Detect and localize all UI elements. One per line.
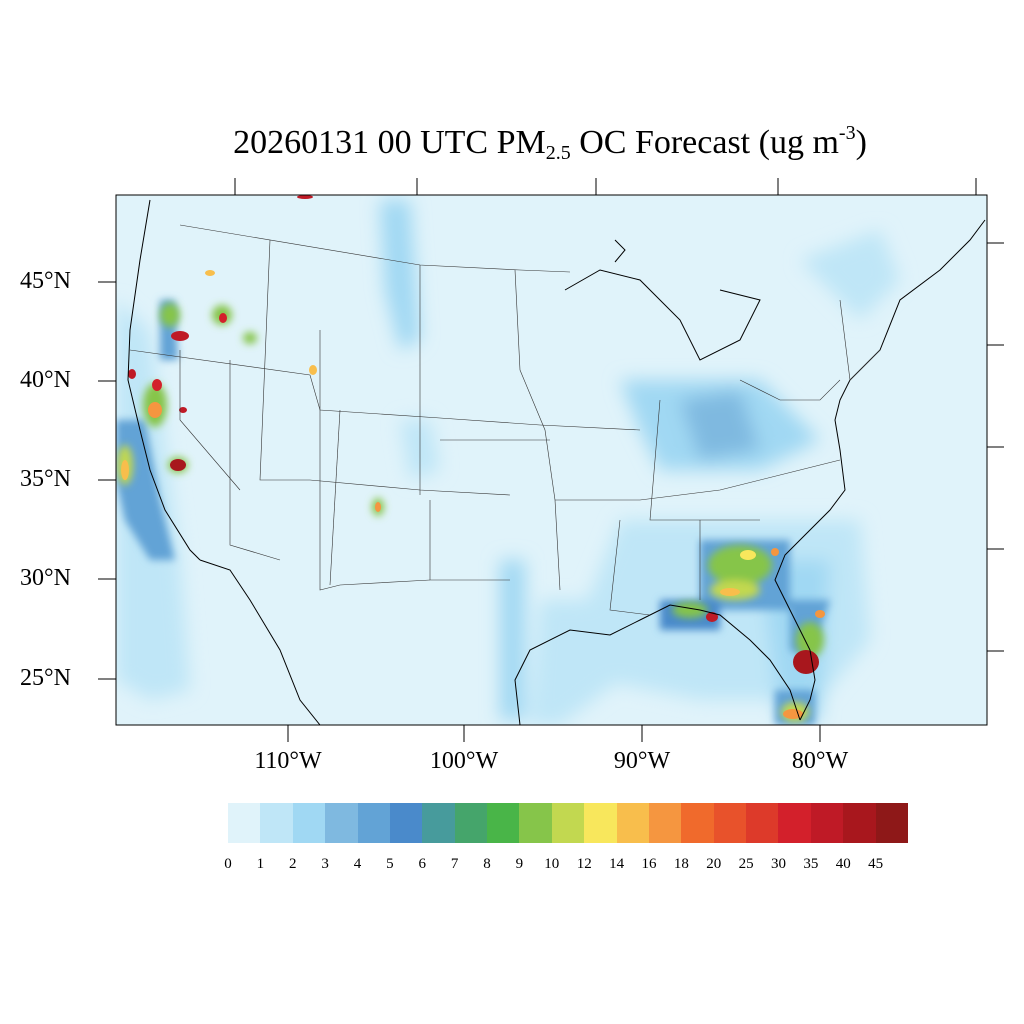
legend-swatch: [648, 803, 682, 843]
legend-tick-label: 20: [706, 856, 722, 872]
legend-tick-label: 4: [353, 856, 362, 872]
map-frame: [115, 194, 988, 726]
legend-swatch: [487, 803, 520, 843]
lon-label-100w: 100°W: [429, 748, 499, 774]
legend-tick-label: 6: [418, 856, 427, 872]
legend-swatch: [778, 803, 811, 843]
legend-tick-label: 14: [609, 856, 625, 872]
legend-tick-label: 1: [256, 856, 265, 872]
right-ticks: [987, 242, 1004, 652]
legend-swatch: [746, 803, 779, 843]
legend-swatch: [875, 803, 908, 843]
lon-label-80w: 80°W: [791, 748, 849, 774]
legend-swatch: [325, 803, 358, 843]
legend-tick-label: 7: [450, 856, 459, 872]
lat-label-30n: 30°N: [20, 565, 71, 591]
legend-tick-label: 0: [224, 856, 232, 872]
color-legend: [228, 803, 908, 843]
left-ticks: [98, 281, 116, 680]
legend-swatch: [713, 803, 746, 843]
map-title: 20260131 00 UTC PM2.5 OC Forecast (ug m-…: [233, 122, 867, 164]
legend-tick-label: 35: [803, 856, 819, 872]
legend-swatch: [551, 803, 585, 843]
bottom-ticks: [287, 725, 821, 742]
legend-tick-label: 9: [515, 856, 524, 872]
legend-tick-label: 10: [544, 856, 560, 872]
state-borders: [129, 224, 881, 616]
legend-swatch: [681, 803, 714, 843]
legend-tick-label: 45: [868, 856, 884, 872]
lat-label-45n: 45°N: [20, 268, 71, 294]
legend-labels: 0 1 2 3 4 5 6 7 8 9 10 12 14 16 18 20 25 30 35 40 45: [224, 856, 908, 876]
legend-tick-label: 3: [321, 856, 329, 872]
legend-swatch: [422, 803, 455, 843]
legend-tick-label: 30: [770, 856, 786, 872]
legend-swatch: [228, 803, 261, 843]
coastlines: [127, 199, 986, 725]
legend-swatch: [584, 803, 617, 843]
lat-label-25n: 25°N: [20, 665, 71, 691]
legend-tick-label: 5: [386, 856, 394, 872]
legend-swatch: [389, 803, 423, 843]
legend-swatch: [357, 803, 390, 843]
legend-tick-label: 16: [641, 856, 657, 872]
legend-swatch: [454, 803, 487, 843]
legend-swatch: [843, 803, 876, 843]
legend-tick-label: 25: [738, 856, 754, 872]
legend-tick-label: 8: [483, 856, 491, 872]
top-ticks: [234, 178, 977, 195]
lon-label-90w: 90°W: [613, 748, 671, 774]
legend-swatch: [810, 803, 844, 843]
lon-label-110w: 110°W: [254, 748, 322, 774]
legend-swatch: [519, 803, 552, 843]
lat-label-40n: 40°N: [20, 367, 71, 393]
legend-swatch: [292, 803, 326, 843]
legend-tick-label: 12: [576, 856, 592, 872]
legend-swatch: [260, 803, 293, 843]
legend-tick-label: 40: [835, 856, 851, 872]
legend-tick-label: 18: [673, 856, 689, 872]
legend-swatch: [616, 803, 649, 843]
legend-tick-label: 2: [289, 856, 297, 872]
lat-label-35n: 35°N: [20, 466, 71, 492]
